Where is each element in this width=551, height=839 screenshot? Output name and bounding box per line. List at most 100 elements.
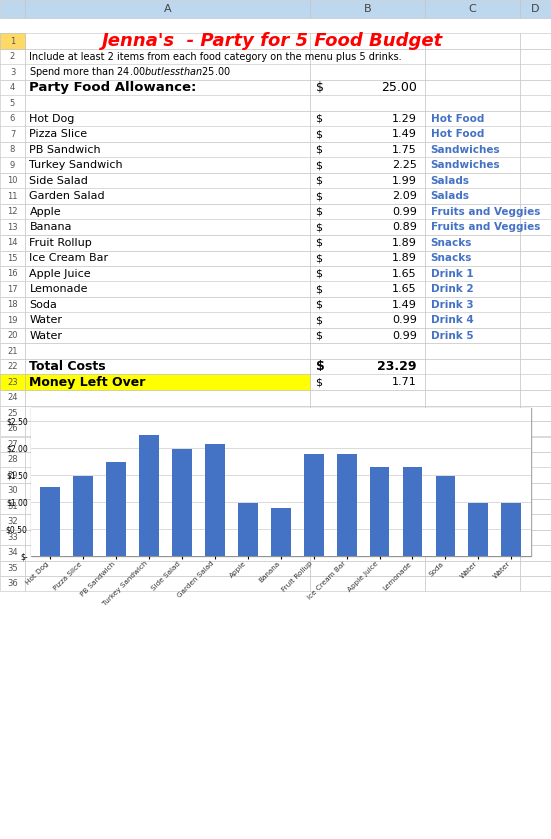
Text: 1.89: 1.89 bbox=[392, 253, 417, 263]
Bar bbox=[238, 503, 258, 556]
Bar bbox=[520, 374, 551, 390]
Bar bbox=[25, 235, 310, 251]
Bar bbox=[25, 96, 310, 111]
Text: Drink 2: Drink 2 bbox=[430, 284, 473, 294]
Text: 1.65: 1.65 bbox=[392, 268, 417, 279]
Bar bbox=[310, 452, 425, 467]
Bar bbox=[310, 251, 425, 266]
Bar bbox=[40, 487, 60, 556]
Text: Jenna's  - Party for 5 Food Budget: Jenna's - Party for 5 Food Budget bbox=[102, 32, 443, 50]
Bar bbox=[520, 576, 551, 591]
Text: 33: 33 bbox=[7, 533, 18, 542]
Bar bbox=[425, 251, 520, 266]
Bar bbox=[520, 173, 551, 189]
Bar bbox=[25, 405, 310, 421]
Bar bbox=[0, 312, 25, 328]
Text: 1.29: 1.29 bbox=[392, 114, 417, 123]
Bar bbox=[25, 545, 310, 560]
Bar bbox=[425, 529, 520, 545]
Bar bbox=[25, 65, 310, 80]
Bar bbox=[25, 189, 310, 204]
Text: $: $ bbox=[316, 253, 322, 263]
Bar bbox=[520, 96, 551, 111]
Bar bbox=[25, 343, 310, 359]
Bar bbox=[425, 111, 520, 127]
Bar bbox=[425, 297, 520, 312]
Bar bbox=[0, 452, 25, 467]
Bar bbox=[0, 80, 25, 96]
Bar bbox=[520, 483, 551, 498]
Bar bbox=[310, 80, 425, 96]
Bar bbox=[310, 235, 425, 251]
Bar bbox=[25, 359, 310, 374]
Bar bbox=[310, 436, 425, 452]
Text: $: $ bbox=[316, 160, 322, 170]
Bar bbox=[25, 297, 310, 312]
Bar bbox=[425, 49, 520, 65]
Text: 32: 32 bbox=[7, 518, 18, 526]
Bar bbox=[25, 251, 310, 266]
Text: 6: 6 bbox=[10, 114, 15, 123]
Bar bbox=[0, 111, 25, 127]
Bar bbox=[520, 452, 551, 467]
Text: $: $ bbox=[316, 268, 322, 279]
Text: 7: 7 bbox=[10, 130, 15, 138]
Text: $: $ bbox=[316, 284, 322, 294]
Text: Fruits and Veggies: Fruits and Veggies bbox=[430, 206, 540, 216]
Text: 17: 17 bbox=[7, 284, 18, 294]
Bar bbox=[310, 405, 425, 421]
Text: 23.29: 23.29 bbox=[377, 360, 417, 373]
Bar bbox=[425, 312, 520, 328]
Bar bbox=[0, 266, 25, 282]
Bar bbox=[25, 312, 310, 328]
Bar bbox=[425, 189, 520, 204]
Text: Drink 1: Drink 1 bbox=[430, 268, 473, 279]
Text: $: $ bbox=[316, 360, 324, 373]
Bar bbox=[310, 158, 425, 173]
Bar bbox=[0, 142, 25, 158]
Text: Water: Water bbox=[29, 315, 62, 326]
Bar bbox=[25, 421, 310, 436]
Bar bbox=[425, 0, 520, 18]
Bar bbox=[520, 251, 551, 266]
Text: 8: 8 bbox=[10, 145, 15, 154]
Text: 29: 29 bbox=[7, 471, 18, 480]
Bar bbox=[30, 408, 531, 556]
Bar bbox=[310, 111, 425, 127]
Text: Fruit Rollup: Fruit Rollup bbox=[29, 237, 92, 248]
Text: 31: 31 bbox=[7, 502, 18, 511]
Text: Ice Cream Bar: Ice Cream Bar bbox=[29, 253, 109, 263]
Bar bbox=[25, 467, 310, 483]
Text: 21: 21 bbox=[7, 347, 18, 356]
Bar bbox=[425, 514, 520, 529]
Bar bbox=[0, 65, 25, 80]
Bar bbox=[310, 266, 425, 282]
Bar bbox=[310, 390, 425, 405]
Bar bbox=[25, 173, 310, 189]
Text: 10: 10 bbox=[7, 176, 18, 185]
Bar bbox=[425, 65, 520, 80]
Bar bbox=[25, 436, 310, 452]
Bar bbox=[425, 576, 520, 591]
Text: 5: 5 bbox=[10, 99, 15, 107]
Bar bbox=[25, 0, 310, 18]
Bar bbox=[520, 297, 551, 312]
Text: 2.25: 2.25 bbox=[392, 160, 417, 170]
Text: PB Sandwich: PB Sandwich bbox=[29, 145, 101, 154]
Text: 16: 16 bbox=[7, 269, 18, 279]
Bar bbox=[520, 158, 551, 173]
Text: $: $ bbox=[316, 237, 322, 248]
Bar bbox=[337, 455, 356, 556]
Bar bbox=[310, 220, 425, 235]
Text: Salads: Salads bbox=[430, 191, 469, 201]
Bar bbox=[25, 266, 310, 282]
Bar bbox=[425, 204, 520, 220]
Text: Sandwiches: Sandwiches bbox=[430, 145, 500, 154]
Bar bbox=[0, 127, 25, 142]
Bar bbox=[520, 343, 551, 359]
Bar bbox=[520, 80, 551, 96]
Bar bbox=[520, 49, 551, 65]
Bar bbox=[0, 204, 25, 220]
Bar bbox=[25, 328, 310, 343]
Bar bbox=[520, 312, 551, 328]
